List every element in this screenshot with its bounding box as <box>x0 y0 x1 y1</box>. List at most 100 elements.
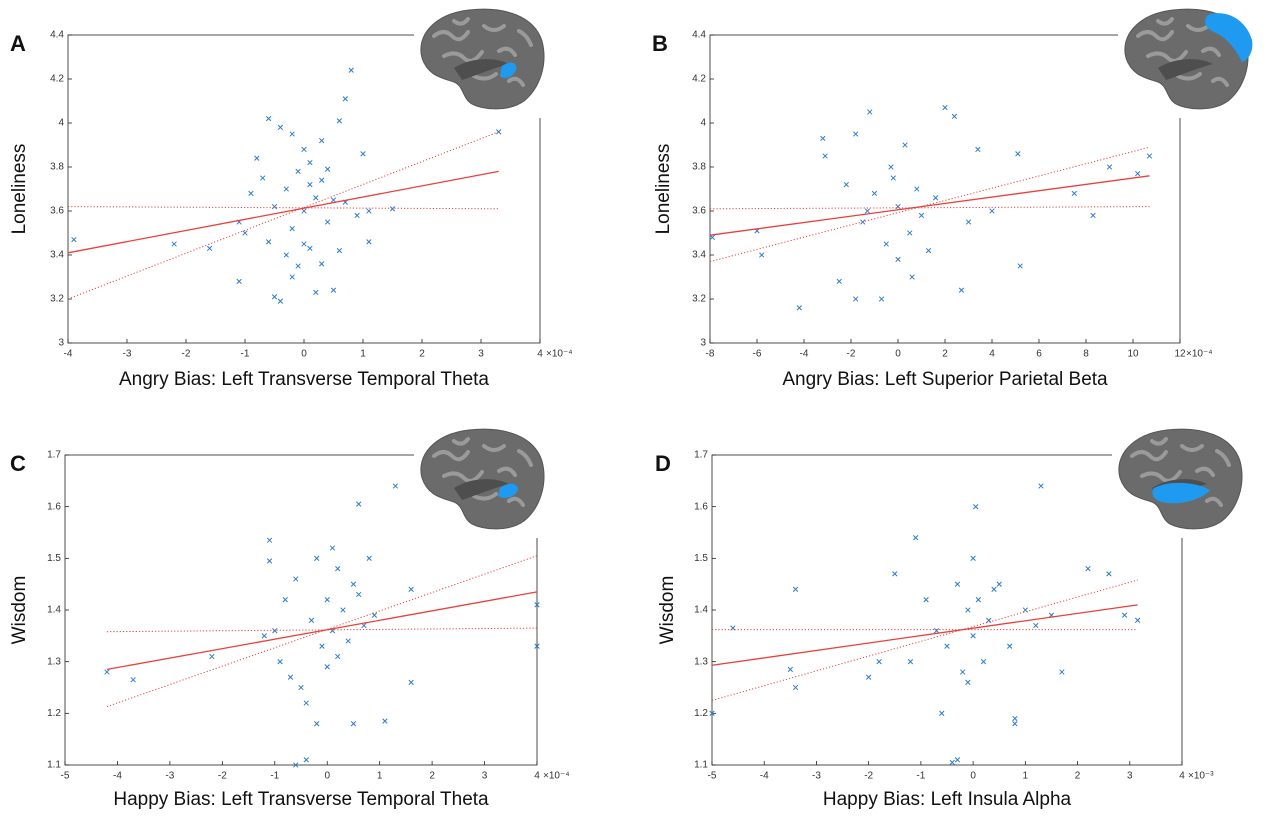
x-tick-label: 3 <box>482 771 488 782</box>
data-point <box>340 607 346 613</box>
data-point <box>1090 212 1096 219</box>
y-tick-label: 3.6 <box>692 206 706 217</box>
y-tick-label: 3 <box>700 338 706 349</box>
data-point <box>1038 483 1044 489</box>
data-point <box>313 195 319 201</box>
y-tick-label: 1.7 <box>47 450 61 461</box>
data-point <box>319 177 325 183</box>
data-point <box>853 296 859 302</box>
data-point <box>248 190 254 197</box>
x-tick-label: -1 <box>241 349 250 360</box>
data-point <box>171 241 177 247</box>
y-tick-label: 3.2 <box>50 294 64 305</box>
data-point <box>104 669 110 675</box>
y-tick-label: 1.5 <box>47 553 61 564</box>
x-tick-label: 1 <box>1023 771 1029 782</box>
data-point <box>965 219 972 225</box>
x-tick-label: -6 <box>753 349 762 360</box>
data-point <box>914 186 920 192</box>
data-point <box>298 684 304 691</box>
x-tick-label: 0 <box>970 771 976 782</box>
data-point <box>902 142 908 148</box>
x-tick-label: 6 <box>1036 349 1042 360</box>
data-point <box>1012 721 1018 727</box>
data-point <box>820 135 826 142</box>
confidence-line <box>106 627 538 633</box>
x-tick-label: 2 <box>419 349 425 360</box>
data-point <box>307 245 313 252</box>
x-offset-label: ×10⁻⁴ <box>543 771 570 782</box>
data-point <box>360 151 366 157</box>
data-point <box>909 274 915 280</box>
data-point <box>71 236 77 243</box>
x-offset-label: ×10⁻⁴ <box>546 349 573 360</box>
y-axis-label: Loneliness <box>653 144 674 235</box>
data-point <box>287 674 294 680</box>
y-tick-label: 4 <box>58 118 64 129</box>
data-point <box>965 607 971 613</box>
x-tick-label: -4 <box>113 771 122 782</box>
data-point <box>324 219 331 225</box>
data-point <box>888 164 894 170</box>
data-point <box>295 168 301 175</box>
x-tick-label: 4 <box>537 349 543 360</box>
y-tick-label: 1.4 <box>47 605 61 616</box>
data-point <box>282 597 288 603</box>
data-point <box>366 208 372 214</box>
x-tick-label: -2 <box>847 349 856 360</box>
data-point <box>1007 643 1013 649</box>
x-tick-label: -5 <box>708 771 717 782</box>
data-point <box>356 501 362 507</box>
x-tick-label: 8 <box>1083 349 1089 360</box>
y-tick-label: 1.3 <box>47 656 61 667</box>
x-tick-label: -4 <box>760 771 769 782</box>
data-point <box>313 289 319 296</box>
brain-inset <box>414 420 546 538</box>
x-tick-label: 10 <box>1127 349 1139 360</box>
data-point <box>975 597 981 603</box>
data-point <box>266 537 273 543</box>
data-point <box>907 230 913 236</box>
confidence-line <box>711 579 1138 701</box>
data-point <box>335 653 341 660</box>
data-point <box>289 131 295 137</box>
data-point <box>1033 622 1039 629</box>
fit-line <box>711 604 1138 666</box>
data-point <box>913 535 919 541</box>
data-point <box>932 195 939 201</box>
x-tick-label: 3 <box>478 349 484 360</box>
data-point <box>271 203 278 210</box>
data-point <box>307 181 313 188</box>
data-point <box>892 571 898 577</box>
y-tick-label: 1.2 <box>47 708 61 719</box>
data-point <box>335 566 341 572</box>
x-tick-label: 2 <box>429 771 435 782</box>
data-point <box>301 208 307 214</box>
data-point <box>878 296 885 302</box>
y-tick-label: 1.1 <box>47 760 61 771</box>
y-tick-label: 3.4 <box>692 250 706 261</box>
data-point <box>301 146 307 153</box>
data-point <box>366 239 372 245</box>
data-point <box>496 129 502 135</box>
panel-letter: B <box>652 31 668 56</box>
y-tick-label: 4 <box>700 118 706 129</box>
data-point <box>354 212 360 219</box>
data-point <box>965 679 971 685</box>
data-point <box>970 633 976 639</box>
data-point <box>408 586 414 592</box>
y-tick-label: 3.6 <box>50 206 64 217</box>
data-point <box>864 208 871 214</box>
data-point <box>1135 170 1141 177</box>
data-point <box>260 175 266 181</box>
data-point <box>958 287 965 293</box>
x-tick-label: 0 <box>895 349 901 360</box>
axes-frame <box>711 454 1183 766</box>
data-point <box>822 153 828 159</box>
y-axis-label: Wisdom <box>9 576 30 645</box>
data-point <box>980 659 987 665</box>
data-point <box>350 721 357 727</box>
data-point <box>324 597 330 603</box>
data-point <box>1146 153 1153 159</box>
